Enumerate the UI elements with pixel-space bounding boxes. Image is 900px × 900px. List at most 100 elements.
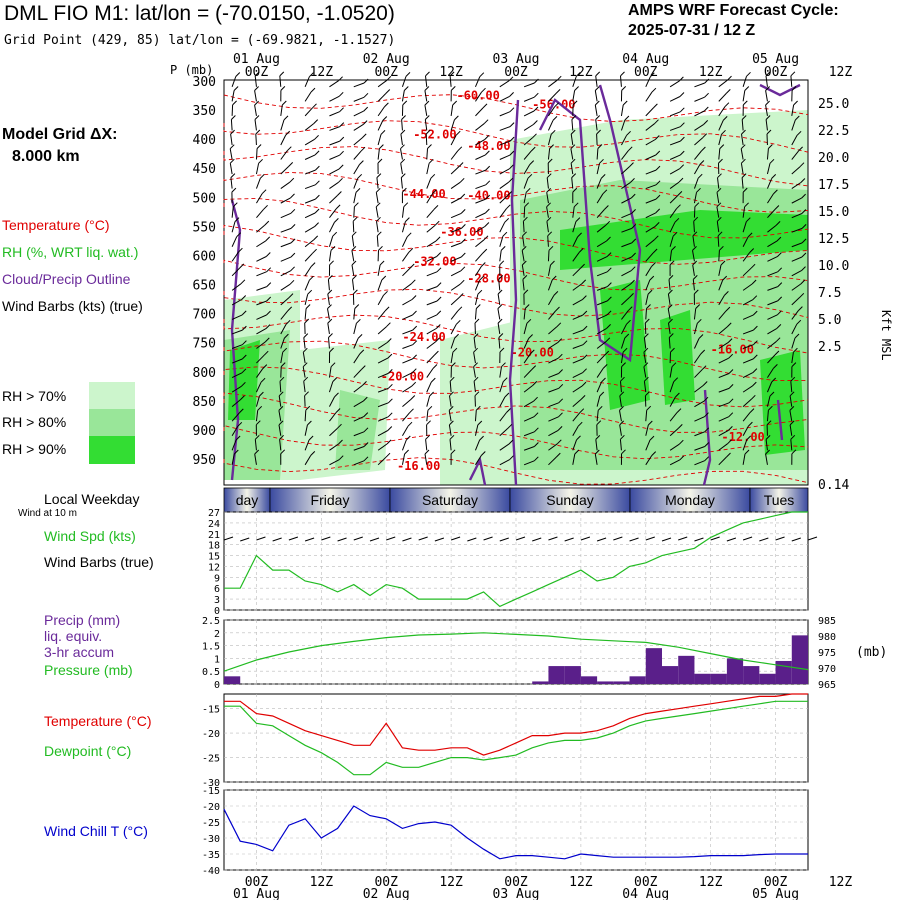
wind-barb-flag: [497, 289, 503, 295]
wind-barb-flag: [582, 295, 587, 300]
temperature-contour: [223, 314, 809, 354]
wind-barb-flag: [405, 217, 410, 222]
surface-wind-barb: [742, 536, 753, 541]
precip-bar: [662, 666, 679, 684]
surface-wind-barb: [726, 537, 737, 542]
wind-barb: [424, 90, 428, 102]
surface-wind-barb: [791, 537, 801, 542]
wind-barb: [718, 416, 730, 422]
bottom-time-tick: 00Z: [374, 875, 398, 890]
wind-barb: [231, 299, 242, 306]
wind-barb: [449, 381, 452, 393]
cloud-outline: [508, 99, 520, 486]
wind-barb-flag: [620, 71, 625, 77]
wind-barb: [280, 352, 284, 364]
wind-barb: [572, 299, 583, 306]
wind-barb-flag: [351, 231, 357, 237]
wind-barb-flag: [405, 435, 411, 441]
wind-barb-flag: [473, 362, 478, 368]
wind-barb-flag: [726, 322, 732, 328]
wind-barb-flag: [339, 107, 344, 113]
wind-barb: [280, 150, 288, 160]
wind-barb: [499, 396, 506, 407]
wind-barb-flag: [233, 449, 239, 455]
wind-barb: [523, 82, 535, 88]
wind-barb-flag: [630, 266, 636, 272]
wind-barb-flag: [241, 368, 247, 374]
temperature-contour-label: -52.00: [413, 128, 456, 142]
wind-barb-flag: [240, 279, 246, 285]
wind-barb: [523, 178, 529, 189]
wind-barb: [570, 134, 574, 146]
wind-barb: [377, 387, 389, 393]
precip-bar: [678, 655, 695, 684]
wind-barb: [426, 178, 432, 189]
wind-barb-flag: [403, 202, 409, 208]
wind-barb: [450, 227, 462, 233]
wind-barb: [280, 242, 292, 248]
wind-barb-flag: [765, 71, 771, 77]
wind-barb: [329, 412, 337, 422]
precip-bar: [597, 681, 614, 684]
wind-barb: [304, 424, 308, 436]
wind-barb-flag: [474, 318, 480, 324]
wind-barb-flag: [602, 189, 608, 195]
wind-barb-flag: [655, 194, 661, 200]
wind-barb-flag: [508, 76, 514, 82]
wind-barb-flag: [678, 439, 684, 445]
dewpoint-line: [224, 700, 808, 776]
wind-barb: [400, 134, 403, 146]
surface-wind-barb: [304, 537, 315, 542]
wind-barb-flag: [412, 340, 418, 346]
wind-barb-flag: [532, 133, 537, 139]
wind-barb-flag: [256, 144, 262, 149]
wind-barb: [669, 443, 680, 451]
wind-barb-flag: [549, 144, 554, 149]
wind-barb-flag: [241, 381, 246, 387]
wind-barb: [791, 242, 803, 248]
wind-barb-flag: [701, 146, 706, 152]
wind-barb-flag: [669, 260, 675, 266]
wind-barb: [669, 396, 676, 407]
wind-barb-flag: [485, 150, 490, 156]
wind-barb-flag: [555, 306, 560, 312]
wind-barb: [328, 337, 330, 349]
pressure-tick-label: 700: [193, 308, 216, 323]
wind-barb-flag: [400, 129, 406, 135]
wind-barb: [718, 148, 721, 160]
wind-barb: [401, 76, 407, 87]
wind-barb: [669, 208, 677, 218]
weekday-label: Sunday: [546, 492, 593, 508]
wind-barb-flag: [502, 231, 508, 237]
wind-barb-flag: [716, 216, 722, 222]
wind-barb-flag: [452, 100, 458, 106]
wind-barb-flag: [310, 87, 316, 93]
wind-barb: [352, 221, 355, 233]
wind-barb-flag: [232, 202, 238, 208]
wind-barb-flag: [264, 220, 270, 226]
wind-barb: [231, 399, 241, 408]
wind-barb-flag: [242, 340, 247, 346]
wind-barb: [645, 239, 655, 248]
cloud-outline: [759, 83, 801, 97]
wind-barb: [620, 75, 622, 87]
wind-barb-flag: [769, 391, 775, 397]
pressure-tick-label: 950: [193, 453, 216, 468]
wind-barb-flag: [799, 162, 805, 168]
wind-barb: [546, 177, 549, 189]
wind-barb: [523, 308, 526, 320]
wind-barb-flag: [241, 354, 247, 360]
wind-barb-flag: [330, 362, 336, 368]
wind-barb: [645, 410, 648, 422]
wind-barb: [570, 148, 574, 160]
wind-barb: [256, 354, 265, 364]
wind-barb: [669, 250, 672, 262]
wind-barb: [766, 395, 771, 407]
wind-barb: [742, 314, 754, 320]
wind-barb: [231, 385, 242, 393]
wind-barb-flag: [652, 248, 658, 254]
wind-barb: [329, 111, 340, 117]
wind-barb-flag: [507, 423, 513, 429]
wind-barb-flag: [801, 209, 807, 214]
wind-barb: [353, 150, 362, 160]
